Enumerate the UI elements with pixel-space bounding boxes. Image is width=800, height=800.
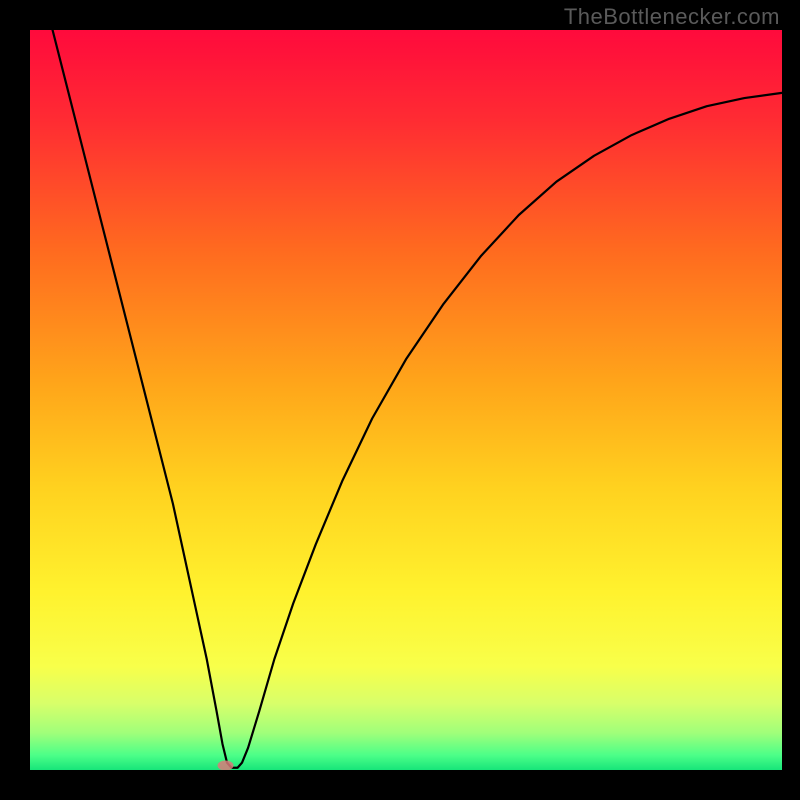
watermark-text: TheBottlenecker.com — [564, 4, 780, 30]
gradient-background — [30, 30, 782, 770]
bottleneck-chart — [30, 30, 782, 770]
